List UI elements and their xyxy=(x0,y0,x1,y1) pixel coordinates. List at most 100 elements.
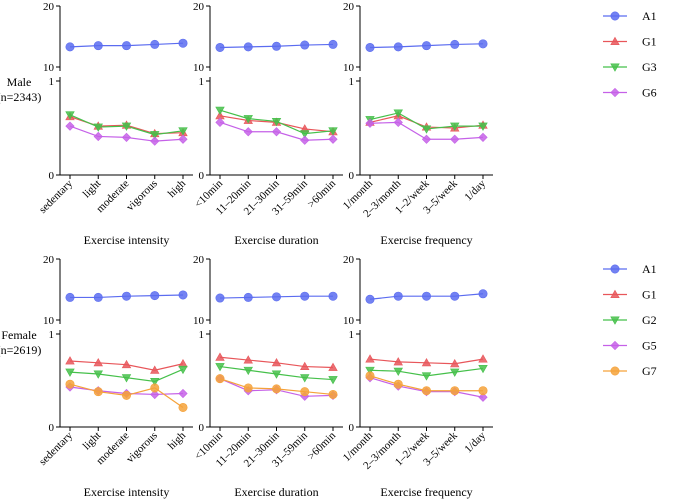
data-point-G7 xyxy=(271,384,281,394)
data-point-A1 xyxy=(93,292,103,302)
data-point-G7 xyxy=(300,387,310,397)
group-n-male: (n=2343) xyxy=(0,90,41,104)
data-point-G2 xyxy=(328,376,338,385)
legend-label-G3: G3 xyxy=(642,60,657,74)
y-tick-label: 10 xyxy=(343,315,355,327)
legend-label-G1: G1 xyxy=(642,288,657,302)
group-n-female: (n=2619) xyxy=(0,343,41,357)
data-point-G3 xyxy=(393,109,403,118)
group-label-male: Male xyxy=(7,75,32,89)
chart-panel-4: 102001<10min11–20min21–30min31–59min>60m… xyxy=(192,254,343,499)
legend-label-G5: G5 xyxy=(642,339,657,353)
data-point-G6 xyxy=(65,121,75,131)
x-axis-title: Exercise intensity xyxy=(84,485,170,499)
data-point-A1 xyxy=(393,291,403,301)
y-tick-label: 0 xyxy=(49,422,55,434)
data-point-G1 xyxy=(243,355,253,364)
data-point-G1 xyxy=(150,365,160,374)
x-tick-label: vigorous xyxy=(124,430,160,466)
data-point-G1 xyxy=(328,362,338,371)
x-tick-label: vigorous xyxy=(124,178,160,214)
data-point-G7 xyxy=(328,389,338,399)
data-point-G6 xyxy=(215,117,225,127)
data-point-A1 xyxy=(215,293,225,303)
y-tick-label: 1 xyxy=(49,76,55,88)
data-point-G7 xyxy=(365,371,375,381)
data-point-A1 xyxy=(122,291,132,301)
data-point-A1 xyxy=(271,292,281,302)
data-point-A1 xyxy=(271,41,281,51)
data-point-G3 xyxy=(215,106,225,115)
data-point-G2 xyxy=(65,368,75,377)
data-point-G2 xyxy=(393,367,403,377)
data-point-G1 xyxy=(421,358,432,367)
legend-label-G1: G1 xyxy=(642,35,657,49)
data-point-G1 xyxy=(478,354,488,363)
x-tick-label: high xyxy=(166,429,189,452)
y-tick-label: 10 xyxy=(43,62,55,74)
x-tick-label: sedentary xyxy=(37,429,76,468)
data-point-G3 xyxy=(243,115,253,124)
y-tick-label: 10 xyxy=(43,315,55,327)
x-tick-label: >60min xyxy=(305,177,338,210)
data-point-G1 xyxy=(93,358,103,367)
data-point-G7 xyxy=(243,383,253,393)
y-tick-label: 0 xyxy=(49,170,55,182)
data-point-G6 xyxy=(300,135,310,145)
data-point-A1 xyxy=(65,42,75,52)
y-tick-label: 20 xyxy=(343,1,355,13)
legend-marker-G5 xyxy=(610,340,620,351)
data-point-A1 xyxy=(328,39,338,49)
x-tick-label: high xyxy=(166,177,189,200)
data-point-G6 xyxy=(393,117,403,127)
legend-male: A1 G1 G3 G6 xyxy=(603,9,657,100)
data-point-G2 xyxy=(365,366,375,376)
data-point-A1 xyxy=(122,41,132,51)
data-point-A1 xyxy=(450,291,460,301)
data-point-G6 xyxy=(243,127,253,137)
data-point-A1 xyxy=(300,291,310,301)
data-point-A1 xyxy=(421,41,431,51)
y-tick-label: 20 xyxy=(43,254,55,266)
data-point-G2 xyxy=(243,366,253,376)
data-point-G1 xyxy=(300,361,310,371)
data-point-G6 xyxy=(93,131,103,142)
y-tick-label: 1 xyxy=(349,329,355,341)
data-point-G6 xyxy=(450,134,460,144)
data-point-A1 xyxy=(478,289,488,299)
y-tick-label: 1 xyxy=(49,329,55,341)
data-point-G2 xyxy=(150,377,160,387)
data-point-A1 xyxy=(328,291,338,301)
x-tick-label: light xyxy=(81,178,104,201)
data-point-G6 xyxy=(150,136,160,146)
data-point-G2 xyxy=(93,370,103,379)
y-tick-label: 0 xyxy=(199,170,205,182)
data-point-G2 xyxy=(300,374,310,383)
data-point-G6 xyxy=(178,134,188,144)
data-point-G5 xyxy=(178,388,188,399)
data-point-A1 xyxy=(478,39,488,49)
data-point-G7 xyxy=(178,402,188,412)
data-point-G3 xyxy=(328,127,338,136)
data-point-G3 xyxy=(478,122,488,131)
data-point-A1 xyxy=(421,291,431,301)
data-point-G7 xyxy=(421,386,431,396)
data-point-G6 xyxy=(121,132,132,143)
data-point-A1 xyxy=(300,40,310,50)
data-point-G1 xyxy=(271,358,282,367)
data-point-G2 xyxy=(421,372,432,381)
data-point-G7 xyxy=(450,386,460,396)
data-point-A1 xyxy=(150,39,160,49)
legend-marker-G2 xyxy=(610,316,620,325)
data-point-G7 xyxy=(478,386,488,396)
data-point-G7 xyxy=(65,379,75,389)
data-point-G1 xyxy=(178,358,188,368)
data-point-G2 xyxy=(215,363,225,372)
legend-marker-G1 xyxy=(610,36,620,45)
data-point-A1 xyxy=(393,42,403,52)
x-axis-title: Exercise duration xyxy=(234,233,318,247)
data-point-G2 xyxy=(121,374,132,383)
